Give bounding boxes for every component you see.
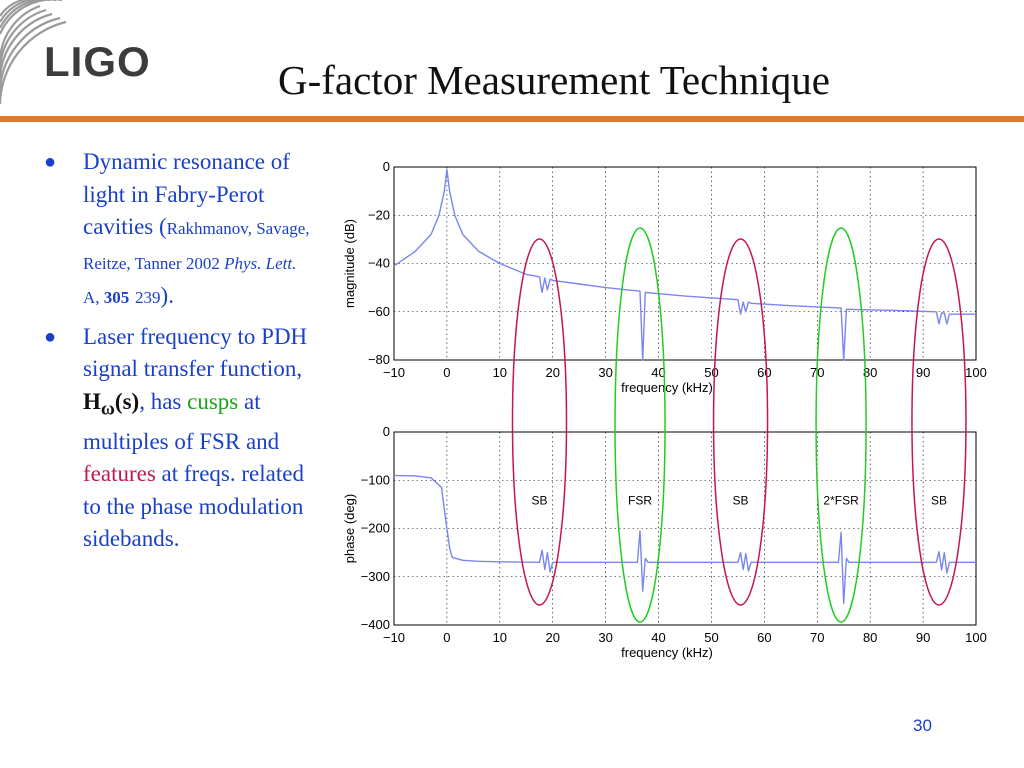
- fsr-ellipse: [815, 227, 867, 623]
- y-tick-label: 0: [383, 159, 390, 174]
- y-tick-label: −60: [368, 304, 390, 319]
- x-tick-label: 30: [598, 630, 612, 645]
- x-tick-label: 90: [916, 630, 930, 645]
- bullet-text: at freqs. related to the phase modulatio…: [83, 461, 304, 552]
- bullet-dot-icon: ●: [44, 151, 57, 173]
- bullet-dot-icon: ●: [44, 325, 57, 348]
- citation-authors: Rakhmanov, Savage, Reitze, Tanner 2002: [83, 219, 310, 273]
- sideband-ellipse: [911, 238, 967, 606]
- sideband-ellipse: [712, 238, 769, 606]
- x-tick-label: −10: [383, 630, 405, 645]
- series-line: [393, 168, 976, 361]
- ligo-logo: LIGO: [44, 38, 151, 85]
- annotation-label: 2*FSR: [823, 493, 859, 507]
- x-tick-label: 0: [443, 630, 450, 645]
- series-line: [393, 474, 976, 604]
- y-tick-label: −80: [368, 352, 390, 367]
- y-tick-label: −200: [361, 521, 390, 536]
- transfer-function-symbol: Hω(s): [83, 388, 140, 420]
- x-axis-label: frequency (kHz): [621, 380, 713, 395]
- plot-frame: [393, 431, 977, 626]
- x-tick-label: 10: [493, 630, 507, 645]
- x-tick-label: 80: [863, 365, 877, 380]
- phase-plot: −10 0 10 20 30 40 50 60 70 80 90 1000−100−200−300−4…: [342, 424, 987, 660]
- x-tick-label: 80: [863, 630, 877, 645]
- x-tick-label: 100: [965, 365, 987, 380]
- bullet-item-dynamic-resonance: ● Dynamic resonance of light in Fabry-Pe…: [40, 146, 310, 315]
- x-tick-label: 20: [545, 630, 559, 645]
- x-axis-label: frequency (kHz): [621, 645, 713, 660]
- x-tick-label: 50: [704, 630, 718, 645]
- x-tick-label: 40: [651, 365, 665, 380]
- bode-plot-figure: −10 0 10 20 30 40 50 60 70 80 90 1000−20−40−60−80fr…: [342, 159, 987, 660]
- bullet-item-transfer-function: ● Laser frequency to PDH signal transfer…: [40, 321, 310, 556]
- y-tick-label: −400: [361, 617, 390, 632]
- y-tick-label: 0: [383, 424, 390, 439]
- y-tick-label: −40: [368, 256, 390, 271]
- x-tick-label: 20: [545, 365, 559, 380]
- x-tick-label: 50: [704, 365, 718, 380]
- x-tick-label: 60: [757, 630, 771, 645]
- bullet-list: ● Dynamic resonance of light in Fabry-Pe…: [40, 146, 310, 562]
- magnitude-plot: −10 0 10 20 30 40 50 60 70 80 90 1000−20−40−60−80fr…: [342, 159, 987, 395]
- x-tick-label: 10: [493, 365, 507, 380]
- citation-close: ).: [160, 283, 174, 308]
- y-axis-label: magnitude (dB): [342, 219, 357, 308]
- x-tick-label: 0: [443, 365, 450, 380]
- slide-title: G-factor Measurement Technique: [278, 57, 830, 103]
- y-tick-label: −300: [361, 569, 390, 584]
- x-tick-label: 60: [757, 365, 771, 380]
- bullet-text: , has: [139, 388, 188, 414]
- citation-journal: Phys. Lett.: [224, 253, 297, 273]
- citation-volume: 305: [103, 288, 130, 307]
- logo-arcs: [0, 0, 67, 105]
- x-tick-label: 40: [651, 630, 665, 645]
- x-tick-label: 100: [965, 630, 987, 645]
- plot-frame: [393, 166, 977, 361]
- annotation-label: SB: [733, 493, 749, 507]
- fsr-ellipse: [614, 227, 666, 623]
- sideband-ellipse: [511, 238, 568, 606]
- y-axis-label: phase (deg): [342, 494, 357, 563]
- x-tick-label: −10: [383, 365, 405, 380]
- citation-volume-prefix: A,: [83, 288, 104, 307]
- page-number: 30: [913, 716, 932, 735]
- y-tick-label: −100: [361, 472, 390, 487]
- title-divider: [0, 116, 1024, 122]
- bullet-text: Laser frequency to PDH signal transfer f…: [83, 323, 308, 382]
- x-tick-label: 70: [810, 630, 824, 645]
- bullet-text: Dynamic resonance of light in Fabry-Pero…: [83, 149, 290, 239]
- features-highlight: features: [83, 461, 156, 487]
- annotation-label: SB: [931, 493, 947, 507]
- x-tick-label: 30: [598, 365, 612, 380]
- cusps-highlight: cusps: [187, 388, 239, 414]
- x-tick-label: 90: [916, 365, 930, 380]
- citation-page: 239: [135, 288, 161, 307]
- annotation-label: SB: [531, 493, 547, 507]
- annotation-label: FSR: [628, 493, 652, 507]
- bullet-text: at multiples of FSR and: [83, 388, 280, 454]
- y-tick-label: −20: [368, 207, 390, 222]
